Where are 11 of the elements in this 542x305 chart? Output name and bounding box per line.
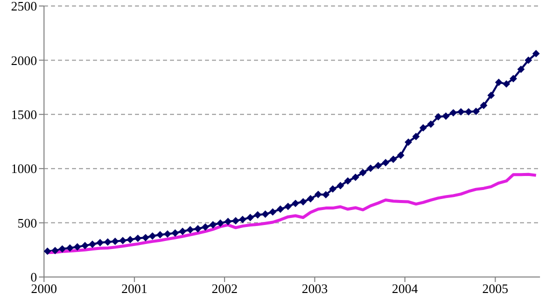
- x-tick-label: 2001: [121, 281, 148, 296]
- x-tick-label: 2004: [392, 281, 418, 296]
- x-tick-label: 2002: [212, 281, 238, 296]
- y-tick-label: 1000: [11, 161, 37, 176]
- x-tick-label: 2005: [482, 281, 508, 296]
- y-tick-label: 2000: [11, 52, 37, 68]
- y-tick-label: 500: [18, 215, 37, 230]
- y-tick-label: 2500: [11, 0, 37, 14]
- line-series: [46, 172, 538, 254]
- y-tick-label: 1500: [11, 107, 37, 122]
- x-tick-label: 2003: [302, 281, 328, 296]
